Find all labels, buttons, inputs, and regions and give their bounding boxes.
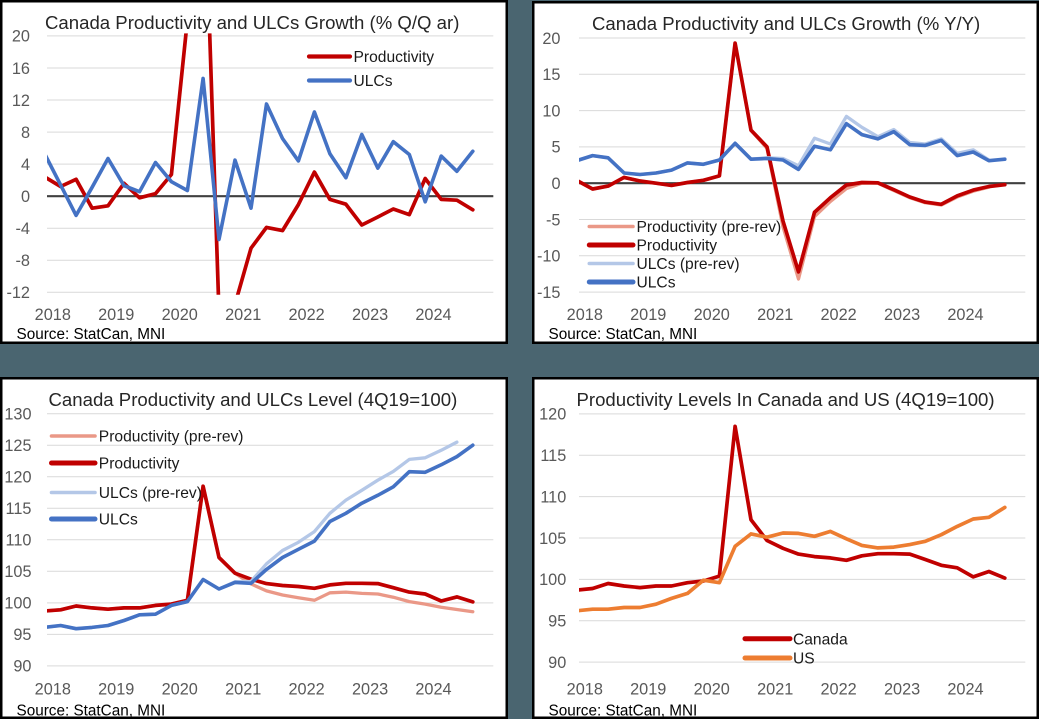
svg-text:-8: -8 bbox=[16, 252, 30, 270]
svg-text:2021: 2021 bbox=[225, 681, 261, 699]
svg-text:Source: StatCan, MNI: Source: StatCan, MNI bbox=[549, 702, 698, 719]
svg-text:Source: StatCan, MNI: Source: StatCan, MNI bbox=[17, 326, 166, 343]
svg-text:110: 110 bbox=[540, 488, 566, 506]
svg-text:2023: 2023 bbox=[352, 306, 388, 324]
svg-text:Source: StatCan, MNI: Source: StatCan, MNI bbox=[17, 702, 166, 719]
svg-text:2019: 2019 bbox=[630, 681, 666, 699]
svg-text:20: 20 bbox=[12, 28, 30, 46]
svg-text:2021: 2021 bbox=[757, 681, 793, 699]
svg-text:2018: 2018 bbox=[35, 681, 71, 699]
svg-text:Canada Productivity and ULCs G: Canada Productivity and ULCs Growth (% Y… bbox=[592, 13, 980, 34]
svg-text:16: 16 bbox=[12, 60, 30, 78]
svg-text:US: US bbox=[793, 651, 815, 668]
svg-text:ULCs (pre-rev): ULCs (pre-rev) bbox=[99, 485, 202, 502]
svg-text:2019: 2019 bbox=[98, 681, 134, 699]
svg-text:Productivity: Productivity bbox=[354, 49, 435, 66]
svg-text:2022: 2022 bbox=[820, 681, 856, 699]
svg-text:Productivity (pre-rev): Productivity (pre-rev) bbox=[637, 219, 782, 236]
svg-text:110: 110 bbox=[6, 532, 32, 550]
svg-text:ULCs: ULCs bbox=[354, 73, 393, 90]
svg-text:100: 100 bbox=[539, 571, 566, 589]
svg-text:2022: 2022 bbox=[288, 681, 324, 699]
svg-text:115: 115 bbox=[6, 500, 32, 518]
svg-text:Productivity: Productivity bbox=[99, 456, 180, 473]
svg-text:95: 95 bbox=[548, 613, 566, 631]
svg-text:2021: 2021 bbox=[225, 306, 261, 324]
svg-text:2024: 2024 bbox=[415, 306, 451, 324]
svg-text:2019: 2019 bbox=[98, 306, 134, 324]
svg-text:Canada Productivity and ULCs L: Canada Productivity and ULCs Level (4Q19… bbox=[49, 389, 458, 410]
svg-text:2023: 2023 bbox=[884, 681, 920, 699]
svg-text:2018: 2018 bbox=[567, 306, 603, 324]
svg-text:-5: -5 bbox=[546, 211, 560, 229]
svg-text:-15: -15 bbox=[537, 284, 561, 302]
svg-text:10: 10 bbox=[542, 102, 560, 120]
svg-text:105: 105 bbox=[539, 530, 566, 548]
svg-text:Productivity: Productivity bbox=[637, 238, 718, 255]
svg-text:-12: -12 bbox=[6, 284, 30, 302]
svg-text:2020: 2020 bbox=[694, 306, 730, 324]
svg-text:2020: 2020 bbox=[162, 306, 198, 324]
svg-text:8: 8 bbox=[21, 124, 30, 142]
svg-text:Productivity Levels In Canada: Productivity Levels In Canada and US (4Q… bbox=[577, 389, 995, 410]
svg-text:-10: -10 bbox=[537, 248, 561, 266]
svg-text:12: 12 bbox=[12, 92, 30, 110]
svg-text:2022: 2022 bbox=[288, 306, 324, 324]
svg-text:2023: 2023 bbox=[884, 306, 920, 324]
svg-text:115: 115 bbox=[540, 447, 566, 465]
svg-text:125: 125 bbox=[4, 437, 31, 455]
svg-text:130: 130 bbox=[4, 406, 31, 424]
svg-text:0: 0 bbox=[551, 175, 560, 193]
svg-text:ULCs (pre-rev): ULCs (pre-rev) bbox=[637, 256, 740, 273]
svg-text:90: 90 bbox=[13, 658, 31, 676]
svg-text:2024: 2024 bbox=[415, 681, 451, 699]
svg-text:90: 90 bbox=[548, 654, 566, 672]
svg-text:120: 120 bbox=[4, 469, 31, 487]
svg-text:2021: 2021 bbox=[757, 306, 793, 324]
svg-text:Productivity (pre-rev): Productivity (pre-rev) bbox=[99, 429, 244, 446]
svg-text:5: 5 bbox=[551, 139, 560, 157]
svg-text:Canada: Canada bbox=[793, 631, 848, 648]
svg-text:2018: 2018 bbox=[35, 306, 71, 324]
svg-text:-4: -4 bbox=[16, 220, 30, 238]
svg-text:95: 95 bbox=[13, 626, 31, 644]
svg-text:0: 0 bbox=[21, 188, 30, 206]
svg-text:Canada Productivity and ULCs G: Canada Productivity and ULCs Growth (% Q… bbox=[45, 12, 459, 33]
svg-text:20: 20 bbox=[542, 30, 560, 48]
svg-text:ULCs: ULCs bbox=[637, 275, 676, 292]
svg-text:2020: 2020 bbox=[162, 681, 198, 699]
svg-text:4: 4 bbox=[21, 156, 30, 174]
svg-text:Source: StatCan, MNI: Source: StatCan, MNI bbox=[549, 326, 698, 343]
svg-text:2023: 2023 bbox=[352, 681, 388, 699]
svg-text:2018: 2018 bbox=[567, 681, 603, 699]
svg-text:105: 105 bbox=[4, 563, 31, 581]
svg-text:2024: 2024 bbox=[947, 306, 983, 324]
svg-text:2020: 2020 bbox=[694, 681, 730, 699]
svg-text:2022: 2022 bbox=[820, 306, 856, 324]
svg-text:2024: 2024 bbox=[947, 681, 983, 699]
svg-text:15: 15 bbox=[542, 66, 560, 84]
svg-text:100: 100 bbox=[4, 595, 31, 613]
svg-text:ULCs: ULCs bbox=[99, 512, 138, 529]
svg-text:120: 120 bbox=[539, 406, 566, 424]
svg-text:2019: 2019 bbox=[630, 306, 666, 324]
